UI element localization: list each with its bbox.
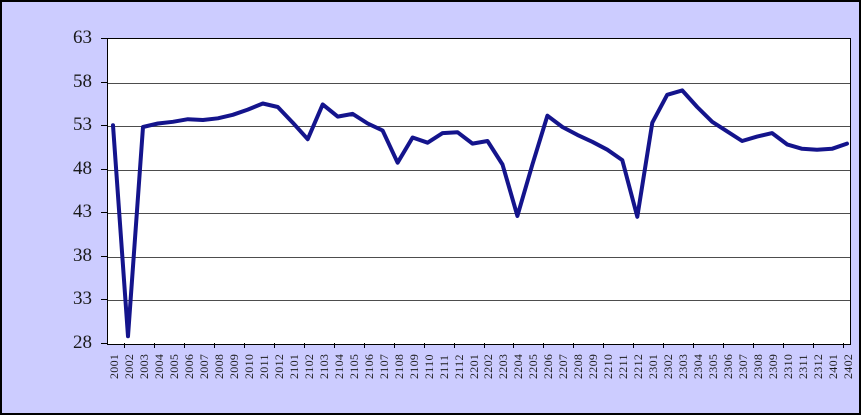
x-tick-mark bbox=[154, 343, 155, 348]
x-tick-label: 2011 bbox=[256, 354, 271, 379]
x-tick-label: 2208 bbox=[571, 353, 586, 379]
x-tick-label: 2209 bbox=[586, 353, 601, 379]
x-tick-label: 2103 bbox=[316, 353, 331, 379]
x-tick-mark bbox=[124, 343, 125, 348]
x-tick-label: 2004 bbox=[151, 353, 166, 379]
x-tick-label: 2206 bbox=[541, 353, 556, 379]
x-tick-mark bbox=[723, 343, 724, 348]
x-tick-mark bbox=[663, 343, 664, 348]
x-tick-label: 2110 bbox=[421, 354, 436, 379]
x-tick-label: 2210 bbox=[601, 353, 616, 379]
x-tick-label: 2006 bbox=[181, 353, 196, 379]
x-tick-label: 2010 bbox=[241, 353, 256, 379]
x-tick-label: 2104 bbox=[331, 353, 346, 379]
x-tick-mark bbox=[513, 343, 514, 348]
x-tick-label: 2007 bbox=[196, 353, 211, 379]
x-tick-label: 2308 bbox=[751, 353, 766, 379]
x-tick-label: 2108 bbox=[391, 353, 406, 379]
x-tick-label: 2005 bbox=[166, 353, 181, 379]
y-tick-mark bbox=[101, 125, 107, 126]
x-tick-label: 2301 bbox=[646, 353, 661, 379]
x-tick-mark bbox=[753, 343, 754, 348]
x-tick-label: 2212 bbox=[631, 353, 646, 379]
x-tick-label: 2008 bbox=[211, 353, 226, 379]
x-tick-label: 2303 bbox=[676, 353, 691, 379]
x-tick-mark bbox=[693, 343, 694, 348]
x-tick-mark bbox=[843, 343, 844, 348]
y-tick-label: 48 bbox=[73, 157, 92, 179]
x-tick-label: 2310 bbox=[781, 353, 796, 379]
x-tick-label: 2111 bbox=[436, 354, 451, 379]
x-tick-label: 2112 bbox=[451, 354, 466, 379]
x-tick-label: 2107 bbox=[376, 353, 391, 379]
plot-area bbox=[107, 38, 851, 345]
y-tick-label: 43 bbox=[73, 201, 92, 223]
data-line bbox=[111, 88, 849, 339]
x-tick-mark bbox=[484, 343, 485, 348]
x-tick-mark bbox=[244, 343, 245, 348]
x-tick-mark bbox=[783, 343, 784, 348]
x-tick-label: 2309 bbox=[766, 353, 781, 379]
x-tick-label: 2009 bbox=[226, 353, 241, 379]
x-tick-label: 2312 bbox=[811, 353, 826, 379]
y-tick-mark bbox=[101, 169, 107, 170]
y-tick-mark bbox=[101, 212, 107, 213]
y-tick-label: 28 bbox=[73, 332, 92, 353]
x-tick-mark bbox=[543, 343, 544, 348]
x-tick-mark bbox=[184, 343, 185, 348]
x-tick-label: 2307 bbox=[736, 353, 751, 379]
line-chart-svg bbox=[108, 83, 850, 339]
x-tick-mark bbox=[394, 343, 395, 348]
x-tick-label: 2203 bbox=[496, 353, 511, 379]
x-tick-label: 2402 bbox=[841, 353, 855, 379]
y-tick-mark bbox=[101, 38, 107, 39]
x-tick-label: 2109 bbox=[406, 353, 421, 379]
x-tick-label: 2002 bbox=[121, 353, 136, 379]
x-tick-mark bbox=[424, 343, 425, 348]
x-tick-label: 2202 bbox=[481, 353, 496, 379]
y-tick-label: 38 bbox=[73, 244, 92, 266]
x-tick-label: 2304 bbox=[691, 353, 706, 379]
x-tick-label: 2305 bbox=[706, 353, 721, 379]
x-tick-mark bbox=[334, 343, 335, 348]
x-tick-label: 2012 bbox=[271, 353, 286, 379]
x-tick-label: 2204 bbox=[511, 353, 526, 379]
y-tick-mark bbox=[101, 82, 107, 83]
x-tick-label: 2207 bbox=[556, 353, 571, 379]
x-tick-label: 2302 bbox=[661, 353, 676, 379]
x-tick-mark bbox=[573, 343, 574, 348]
x-tick-label: 2205 bbox=[526, 353, 541, 379]
x-tick-mark bbox=[364, 343, 365, 348]
x-tick-label: 2211 bbox=[616, 354, 631, 379]
y-tick-label: 63 bbox=[73, 27, 92, 48]
x-tick-label: 2306 bbox=[721, 353, 736, 379]
y-tick-label: 33 bbox=[73, 288, 92, 310]
x-tick-label: 2311 bbox=[796, 354, 811, 379]
x-tick-mark bbox=[454, 343, 455, 348]
y-tick-label: 53 bbox=[73, 114, 92, 136]
x-tick-mark bbox=[214, 343, 215, 348]
x-tick-mark bbox=[603, 343, 604, 348]
x-tick-label: 2201 bbox=[466, 353, 481, 379]
y-tick-mark bbox=[101, 343, 107, 344]
y-tick-label: 58 bbox=[73, 70, 92, 92]
x-tick-mark bbox=[813, 343, 814, 348]
x-tick-label: 2001 bbox=[107, 353, 121, 379]
x-tick-label: 2401 bbox=[826, 353, 841, 379]
x-tick-label: 2101 bbox=[286, 353, 301, 379]
x-tick-mark bbox=[633, 343, 634, 348]
x-tick-label: 2102 bbox=[301, 353, 316, 379]
y-tick-mark bbox=[101, 299, 107, 300]
x-tick-mark bbox=[304, 343, 305, 348]
x-tick-label: 2106 bbox=[361, 353, 376, 379]
x-tick-label: 2003 bbox=[136, 353, 151, 379]
x-tick-mark bbox=[274, 343, 275, 348]
y-tick-mark bbox=[101, 256, 107, 257]
x-tick-label: 2105 bbox=[346, 353, 361, 379]
